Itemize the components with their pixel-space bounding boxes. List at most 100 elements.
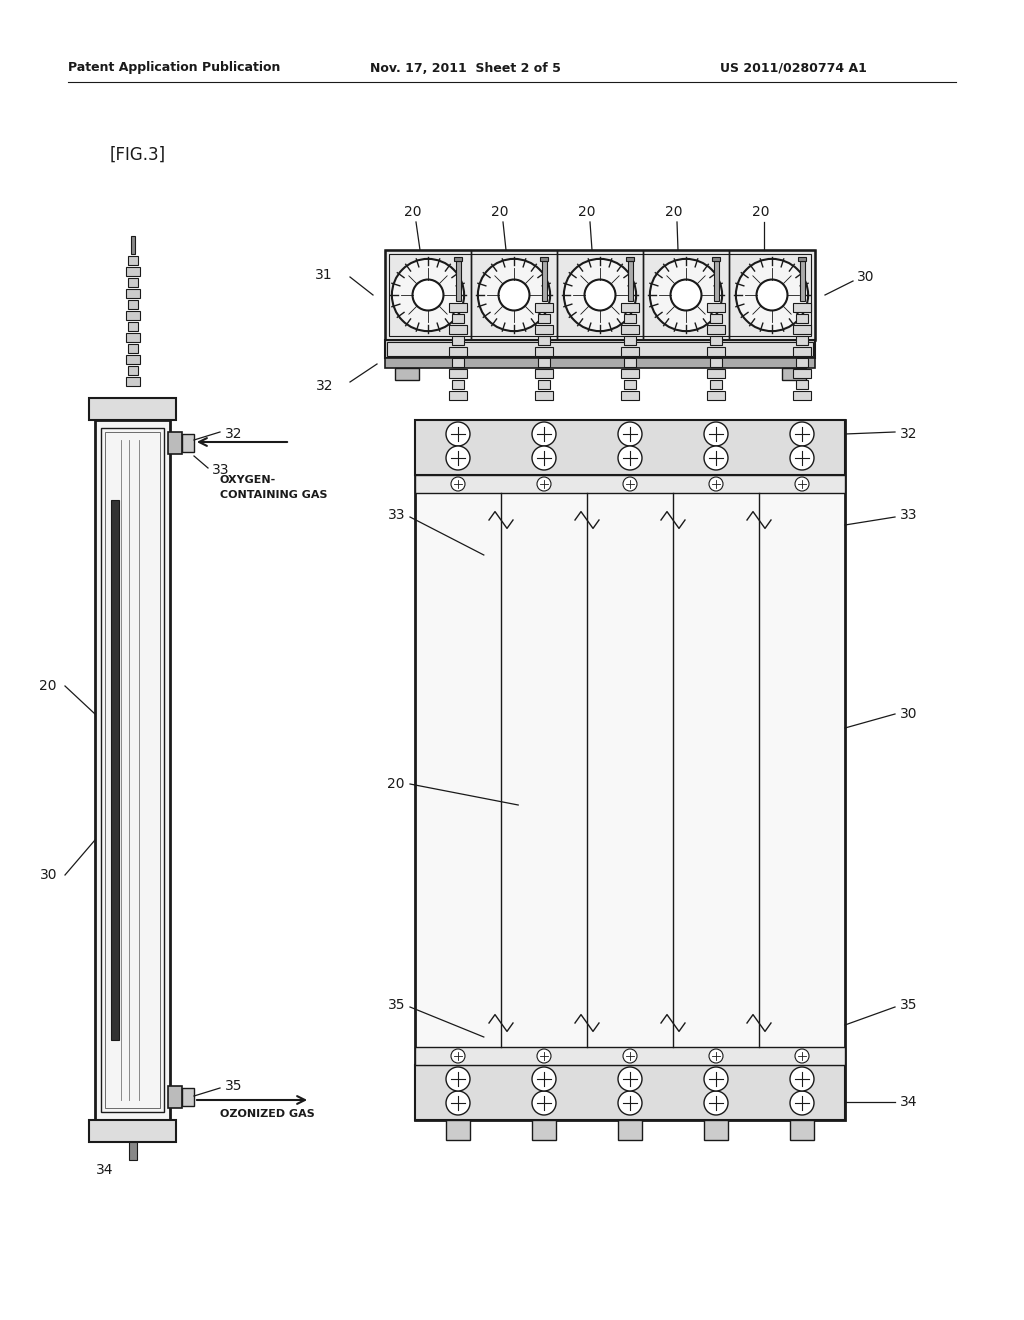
- Text: 20: 20: [404, 205, 422, 219]
- Circle shape: [537, 1049, 551, 1063]
- Circle shape: [790, 422, 814, 446]
- Bar: [538, 358, 550, 367]
- Bar: [790, 1119, 814, 1140]
- Bar: [557, 249, 643, 341]
- Circle shape: [585, 280, 615, 310]
- Circle shape: [623, 1049, 637, 1063]
- Bar: [624, 314, 636, 323]
- Bar: [101, 428, 164, 1111]
- Text: 32: 32: [315, 379, 333, 393]
- Bar: [535, 347, 553, 356]
- Text: OZONIZED GAS: OZONIZED GAS: [220, 1109, 314, 1119]
- Bar: [798, 257, 806, 261]
- Bar: [707, 370, 725, 378]
- Circle shape: [705, 1092, 728, 1115]
- Circle shape: [618, 422, 642, 446]
- Circle shape: [709, 1049, 723, 1063]
- Bar: [714, 261, 719, 301]
- Circle shape: [392, 259, 464, 331]
- Text: 30: 30: [857, 271, 874, 284]
- Bar: [729, 249, 815, 341]
- Bar: [385, 249, 471, 341]
- Bar: [800, 261, 805, 301]
- Bar: [456, 261, 461, 301]
- Bar: [538, 380, 550, 389]
- Bar: [793, 304, 811, 312]
- Bar: [781, 368, 806, 380]
- Text: 35: 35: [387, 998, 406, 1012]
- Circle shape: [446, 446, 470, 470]
- Circle shape: [618, 446, 642, 470]
- Circle shape: [790, 1092, 814, 1115]
- Text: 20: 20: [492, 205, 509, 219]
- Bar: [128, 1142, 136, 1160]
- Text: 33: 33: [212, 463, 229, 477]
- Text: 20: 20: [666, 205, 683, 219]
- Bar: [712, 257, 720, 261]
- Text: 30: 30: [40, 869, 57, 882]
- Bar: [128, 366, 137, 375]
- Bar: [710, 358, 722, 367]
- Text: Nov. 17, 2011  Sheet 2 of 5: Nov. 17, 2011 Sheet 2 of 5: [370, 62, 561, 74]
- Text: 20: 20: [40, 678, 57, 693]
- Circle shape: [499, 280, 529, 310]
- Bar: [707, 347, 725, 356]
- Bar: [535, 370, 553, 378]
- Text: 33: 33: [387, 508, 406, 521]
- Bar: [446, 1119, 470, 1140]
- Circle shape: [736, 259, 808, 331]
- Bar: [126, 267, 139, 276]
- Circle shape: [790, 1067, 814, 1092]
- Bar: [128, 279, 137, 286]
- Bar: [89, 1119, 176, 1142]
- Bar: [449, 370, 467, 378]
- Bar: [621, 325, 639, 334]
- Bar: [535, 304, 553, 312]
- Circle shape: [446, 1067, 470, 1092]
- Circle shape: [532, 422, 556, 446]
- Circle shape: [790, 446, 814, 470]
- Text: US 2011/0280774 A1: US 2011/0280774 A1: [720, 62, 867, 74]
- Bar: [126, 355, 139, 364]
- Circle shape: [650, 259, 722, 331]
- Circle shape: [532, 446, 556, 470]
- Text: OXYGEN-: OXYGEN-: [220, 475, 276, 484]
- Bar: [128, 345, 137, 352]
- Bar: [454, 257, 462, 261]
- Circle shape: [537, 477, 551, 491]
- Bar: [542, 261, 547, 301]
- Bar: [535, 391, 553, 400]
- Circle shape: [705, 446, 728, 470]
- Bar: [618, 1119, 642, 1140]
- Text: 30: 30: [900, 708, 918, 721]
- Circle shape: [705, 422, 728, 446]
- Bar: [452, 314, 464, 323]
- Bar: [710, 314, 722, 323]
- Bar: [710, 337, 722, 345]
- Circle shape: [478, 259, 550, 331]
- Bar: [128, 256, 137, 265]
- Circle shape: [564, 259, 636, 331]
- Text: 32: 32: [900, 426, 918, 441]
- Bar: [707, 304, 725, 312]
- Bar: [128, 300, 137, 309]
- Bar: [449, 347, 467, 356]
- Bar: [621, 347, 639, 356]
- Bar: [626, 257, 634, 261]
- Circle shape: [446, 422, 470, 446]
- Circle shape: [532, 1092, 556, 1115]
- Text: 31: 31: [315, 268, 333, 282]
- Bar: [621, 370, 639, 378]
- Bar: [796, 314, 808, 323]
- Text: 20: 20: [387, 777, 406, 791]
- Bar: [89, 399, 176, 420]
- Bar: [449, 391, 467, 400]
- Bar: [130, 236, 134, 253]
- Bar: [415, 475, 845, 492]
- Bar: [452, 337, 464, 345]
- Bar: [624, 337, 636, 345]
- Bar: [538, 337, 550, 345]
- Text: Patent Application Publication: Patent Application Publication: [68, 62, 281, 74]
- Text: CONTAINING GAS: CONTAINING GAS: [220, 490, 328, 500]
- Bar: [168, 432, 182, 454]
